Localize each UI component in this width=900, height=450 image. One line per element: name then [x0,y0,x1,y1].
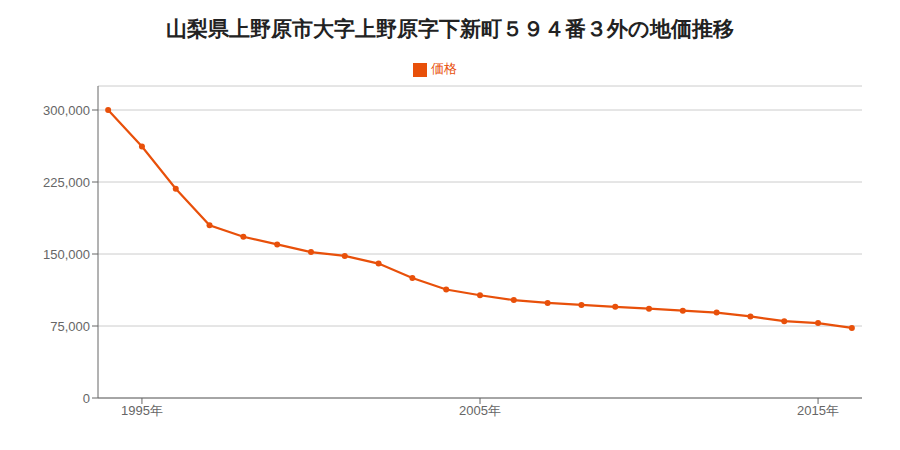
svg-text:150,000: 150,000 [43,247,90,262]
svg-text:2015年: 2015年 [797,403,839,418]
svg-text:2005年: 2005年 [459,403,501,418]
html-text:山梨県上野原市大字上野原字下新町５９４番３外の地価推移: 山梨県上野原市大字上野原字下新町５９４番３外の地価推移 [166,17,734,40]
svg-text:225,000: 225,000 [43,175,90,190]
html-text:価格: 価格 [431,61,457,76]
svg-text:1995年: 1995年 [121,403,163,418]
svg-text:0: 0 [83,391,90,406]
svg-text:75,000: 75,000 [50,319,90,334]
svg-text:300,000: 300,000 [43,103,90,118]
